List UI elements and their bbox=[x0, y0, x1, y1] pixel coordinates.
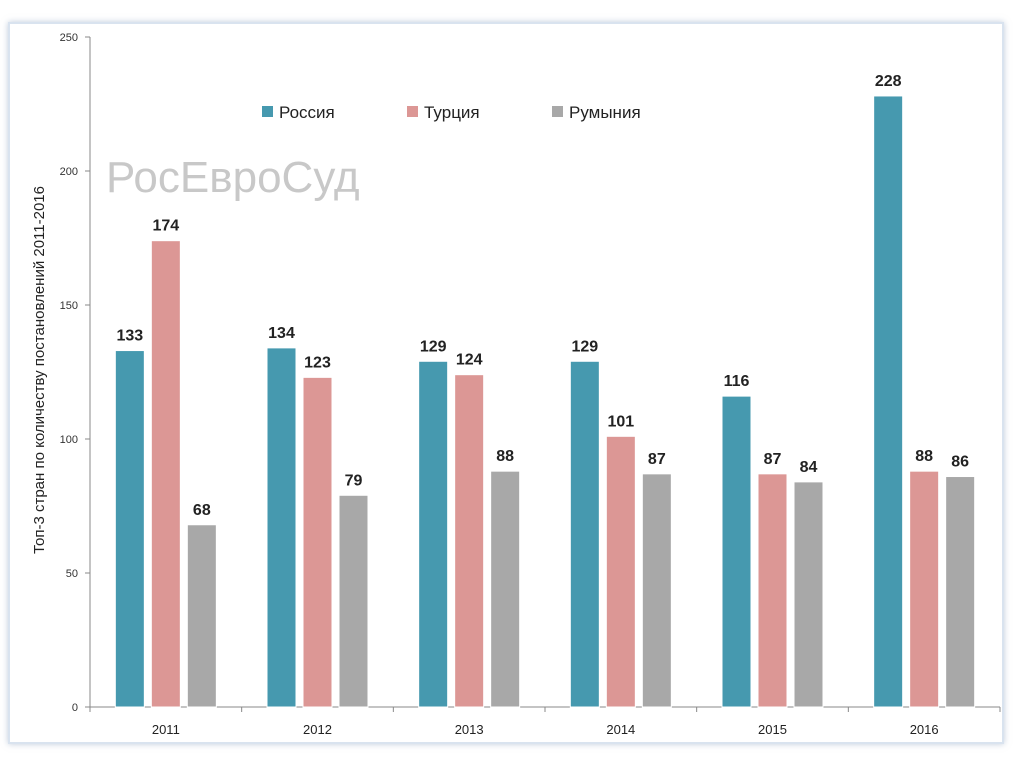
legend-swatch bbox=[407, 106, 418, 117]
bar bbox=[793, 481, 824, 708]
watermark-text: РосЕвроСуд bbox=[106, 153, 360, 202]
y-tick-label: 150 bbox=[60, 300, 78, 312]
bar bbox=[186, 524, 217, 708]
legend: Россия Турция Румыния bbox=[262, 103, 641, 122]
x-tick-label: 2014 bbox=[606, 722, 635, 737]
bar bbox=[338, 494, 369, 708]
axes: 0 50 100 150 200 250 2011 2012 2013 2014 2015 2016 bbox=[60, 32, 1001, 737]
bar-value-label: 174 bbox=[152, 218, 179, 235]
bar-value-label: 79 bbox=[345, 472, 363, 489]
x-tick-label: 2011 bbox=[152, 722, 180, 737]
bar-value-label: 116 bbox=[724, 373, 750, 390]
bar bbox=[873, 95, 904, 708]
y-tick-label: 0 bbox=[72, 702, 78, 714]
bar bbox=[418, 360, 449, 708]
bar bbox=[605, 435, 636, 708]
bar-value-label: 228 bbox=[875, 73, 902, 90]
bar-value-label: 84 bbox=[800, 459, 818, 476]
bar-value-label: 68 bbox=[193, 502, 211, 519]
bar-value-label: 101 bbox=[607, 413, 634, 430]
x-tick-label: 2012 bbox=[303, 722, 332, 737]
x-tick-label: 2013 bbox=[455, 722, 484, 737]
bar bbox=[490, 470, 521, 708]
bar-value-label: 88 bbox=[496, 448, 514, 465]
bars bbox=[114, 95, 976, 708]
bar bbox=[266, 347, 297, 708]
legend-label: Россия bbox=[279, 103, 335, 122]
bar-value-label: 88 bbox=[915, 448, 933, 465]
bar bbox=[302, 376, 333, 708]
legend-label: Румыния bbox=[569, 103, 641, 122]
bar bbox=[945, 476, 976, 708]
y-tick-label: 50 bbox=[66, 568, 78, 580]
bar-value-label: 87 bbox=[648, 451, 666, 468]
bar-value-label: 134 bbox=[268, 325, 295, 342]
bar-value-label: 123 bbox=[304, 354, 331, 371]
bar bbox=[114, 350, 145, 708]
bar-value-label: 129 bbox=[420, 338, 447, 355]
legend-swatch bbox=[262, 106, 273, 117]
legend-label: Турция bbox=[424, 103, 480, 122]
bar-value-label: 129 bbox=[571, 338, 598, 355]
legend-swatch bbox=[552, 106, 563, 117]
bar-value-label: 124 bbox=[456, 352, 483, 369]
bar bbox=[721, 395, 752, 708]
x-tick-label: 2016 bbox=[910, 722, 939, 737]
bar-value-label: 133 bbox=[116, 328, 143, 345]
bar bbox=[757, 473, 788, 708]
bar bbox=[454, 374, 485, 708]
bar-value-label: 87 bbox=[764, 451, 782, 468]
x-tick-label: 2015 bbox=[758, 722, 787, 737]
bar bbox=[909, 470, 940, 708]
bar-value-label: 86 bbox=[951, 454, 969, 471]
data-labels: 133 134 129 129 116 228 174 123 124 101 87 88 68 79 88… bbox=[116, 73, 969, 519]
y-tick-label: 200 bbox=[60, 166, 78, 178]
bar bbox=[150, 240, 181, 708]
y-axis-label: Топ-3 стран по количеству постановлений … bbox=[31, 186, 48, 554]
y-tick-label: 250 bbox=[60, 32, 78, 44]
y-tick-label: 100 bbox=[60, 434, 78, 446]
bar bbox=[569, 360, 600, 708]
bar bbox=[641, 473, 672, 708]
